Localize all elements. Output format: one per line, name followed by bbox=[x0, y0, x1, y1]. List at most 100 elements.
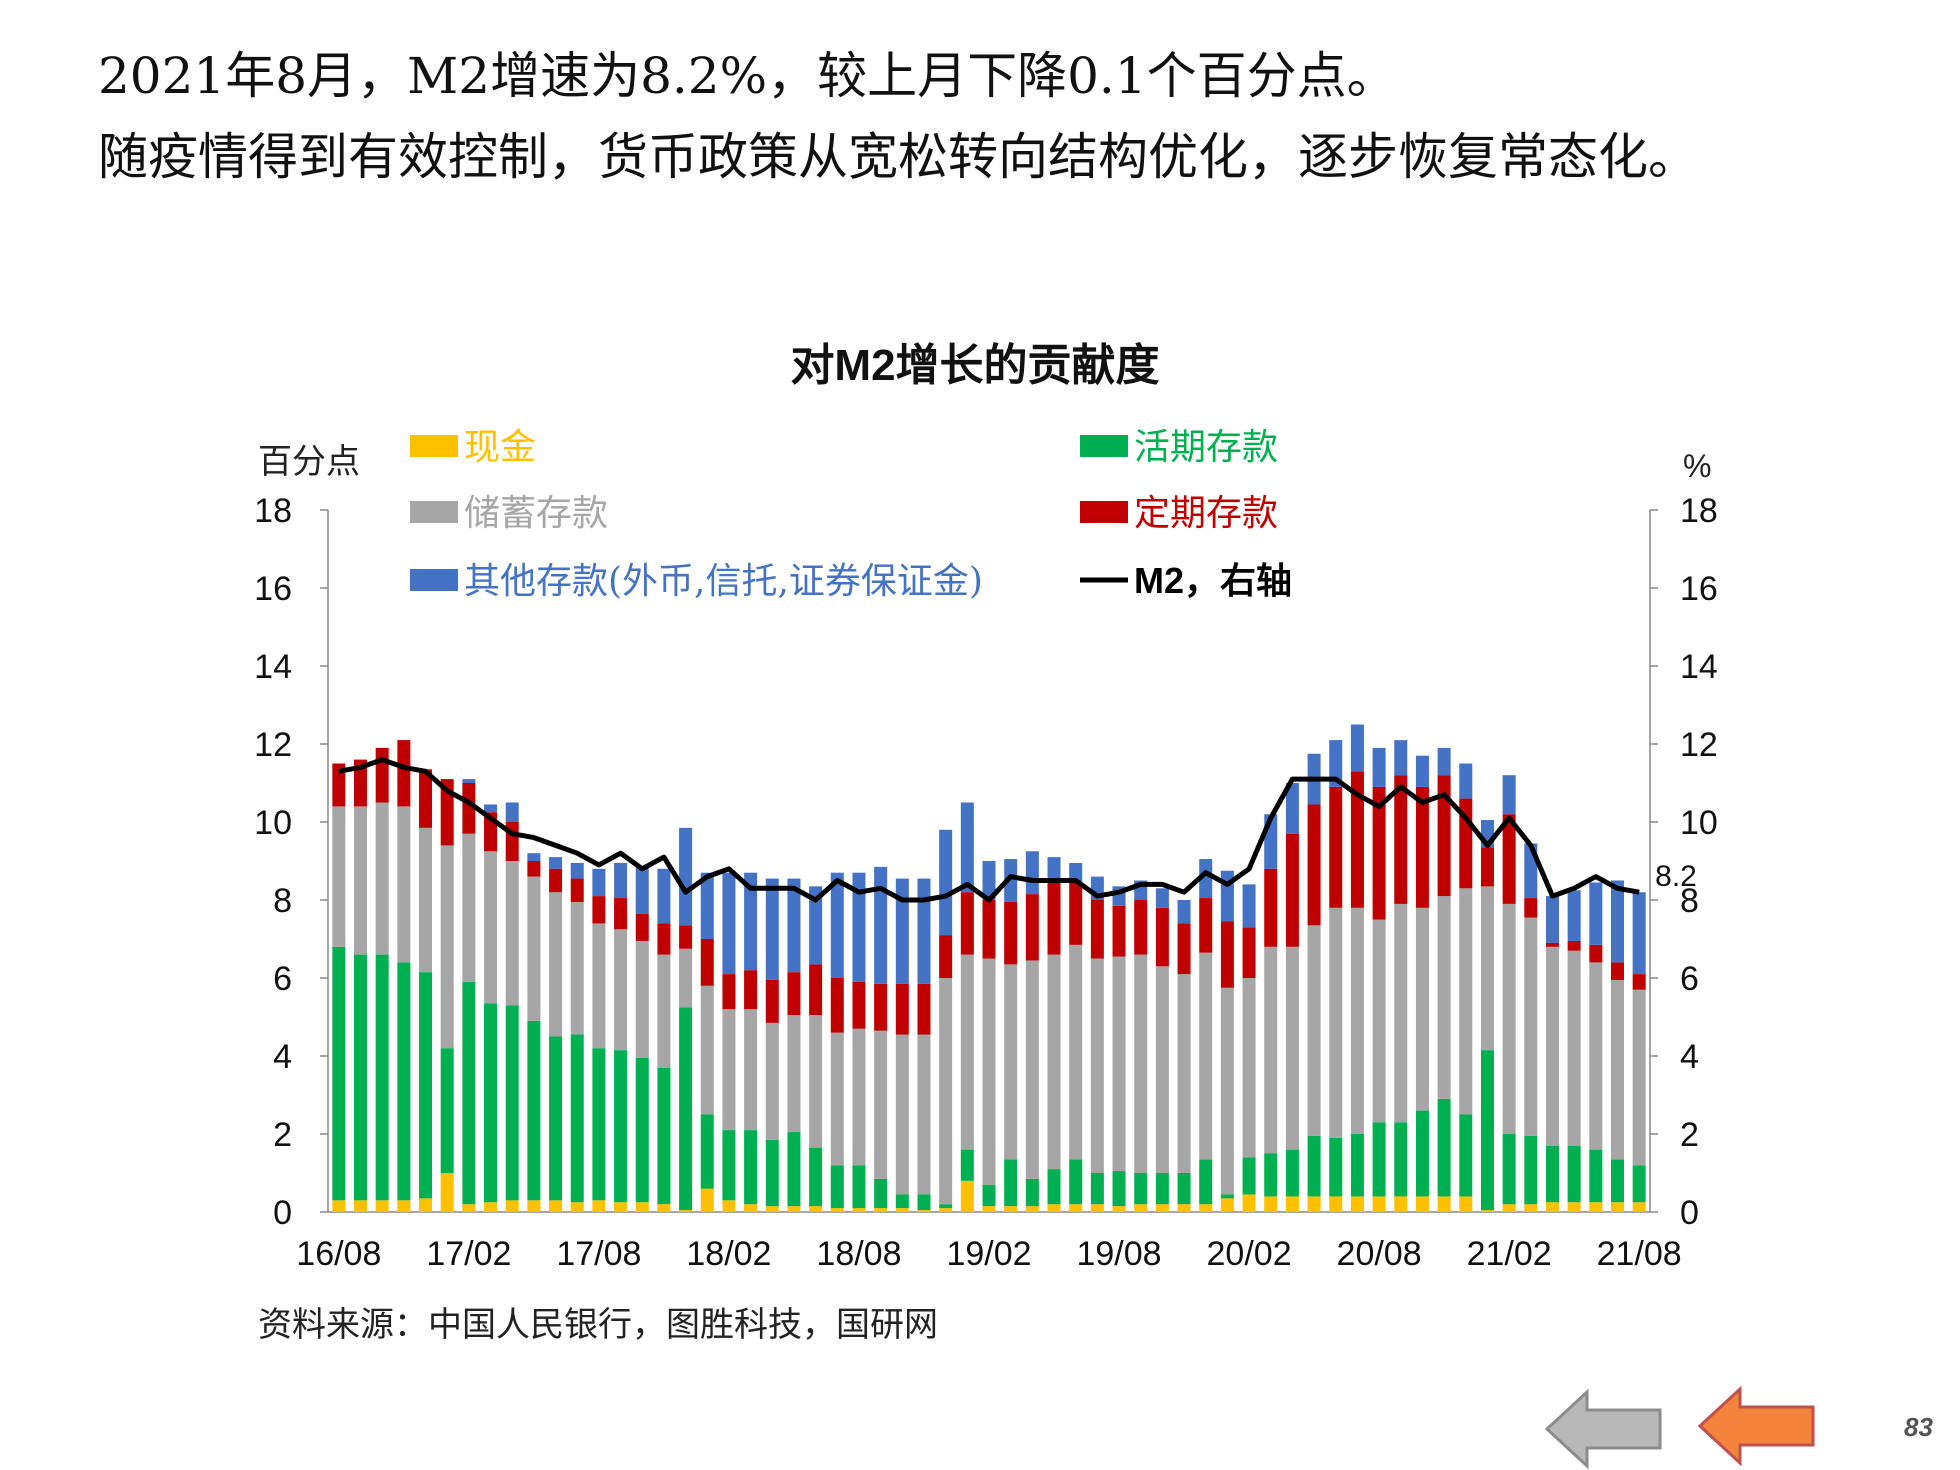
bar-segment bbox=[874, 983, 888, 1031]
bar-segment bbox=[332, 806, 346, 947]
bar-segment bbox=[1545, 942, 1559, 947]
legend-label: 其他存款(外币,信托,证券保证金) bbox=[464, 561, 983, 602]
bar-segment bbox=[1545, 1145, 1559, 1203]
bar-segment bbox=[1177, 923, 1191, 975]
legend-label: M2，右轴 bbox=[1134, 560, 1292, 601]
y-tick-label-right: 18 bbox=[1680, 492, 1718, 530]
bar-segment bbox=[809, 1015, 823, 1148]
y-tick-label-right: 4 bbox=[1680, 1038, 1699, 1076]
bar-segment bbox=[1437, 896, 1451, 1099]
bar-segment bbox=[1502, 903, 1516, 1134]
bar-segment bbox=[1329, 1196, 1343, 1212]
bar-segment bbox=[939, 935, 953, 978]
y-tick-label-right: 8 bbox=[1680, 882, 1699, 920]
bar-segment bbox=[1155, 888, 1169, 908]
bar-segment bbox=[722, 1009, 736, 1131]
bar-segment bbox=[614, 898, 628, 930]
x-tick-label: 20/08 bbox=[1337, 1235, 1422, 1273]
bar-segment bbox=[874, 1178, 888, 1209]
x-tick-label: 20/02 bbox=[1207, 1235, 1292, 1273]
bar-segment bbox=[722, 1200, 736, 1212]
bar-segment bbox=[657, 868, 671, 924]
bar-segment bbox=[960, 1149, 974, 1181]
bar-segment bbox=[462, 981, 476, 1205]
bar-segment bbox=[1545, 1202, 1559, 1212]
bar-segment bbox=[1069, 944, 1083, 1160]
legend-swatch bbox=[1080, 435, 1128, 457]
bar-segment bbox=[1047, 1204, 1061, 1212]
x-tick-label: 21/02 bbox=[1467, 1235, 1552, 1273]
x-tick-label: 19/08 bbox=[1076, 1235, 1161, 1273]
bar-segment bbox=[1177, 1204, 1191, 1212]
bar-segment bbox=[1632, 1202, 1646, 1212]
bar-segment bbox=[1155, 966, 1169, 1173]
bar-segment bbox=[614, 929, 628, 1051]
bar-segment bbox=[1047, 880, 1061, 955]
bar-segment bbox=[874, 1030, 888, 1179]
bar-segment bbox=[505, 861, 519, 1006]
back-arrow-icon[interactable] bbox=[1545, 1388, 1665, 1470]
y-tick-label-right: 6 bbox=[1680, 960, 1699, 998]
bar-segment bbox=[1415, 1110, 1429, 1197]
bar-segment bbox=[440, 845, 454, 1049]
bar-segment bbox=[527, 1020, 541, 1201]
bar-segment bbox=[1199, 898, 1213, 953]
bar-segment bbox=[765, 1206, 779, 1212]
bar-segment bbox=[1437, 775, 1451, 897]
y-tick-label-left: 4 bbox=[273, 1038, 292, 1076]
bar-segment bbox=[1610, 1159, 1624, 1203]
bar-segment bbox=[419, 769, 433, 828]
bar-segment bbox=[787, 1132, 801, 1207]
y-tick-label-right: 12 bbox=[1680, 726, 1718, 764]
bar-segment bbox=[1632, 1165, 1646, 1203]
bar-segment bbox=[419, 1198, 433, 1212]
bar-segment bbox=[1242, 1194, 1256, 1212]
bar-segment bbox=[527, 853, 541, 861]
bar-segment bbox=[830, 872, 844, 978]
bar-segment bbox=[1480, 1050, 1494, 1211]
bar-segment bbox=[549, 857, 563, 869]
bar-segment bbox=[939, 1208, 953, 1212]
y-tick-label-left: 10 bbox=[254, 804, 292, 842]
bar-segment bbox=[527, 876, 541, 1021]
bar-segment bbox=[592, 868, 606, 897]
x-tick-label: 17/02 bbox=[426, 1235, 511, 1273]
legend-label: 现金 bbox=[464, 427, 536, 468]
bar-segment bbox=[1242, 884, 1256, 928]
forward-arrow-icon[interactable] bbox=[1698, 1385, 1818, 1467]
bar-segment bbox=[700, 985, 714, 1115]
bar-segment bbox=[852, 1165, 866, 1209]
bar-segment bbox=[722, 974, 736, 1010]
bar-segment bbox=[1459, 888, 1473, 1115]
bar-segment bbox=[1155, 907, 1169, 967]
bar-segment bbox=[462, 783, 476, 834]
bar-segment bbox=[1437, 1098, 1451, 1197]
m2-line bbox=[338, 757, 1640, 903]
bar-segment bbox=[484, 851, 498, 1004]
bar-segment bbox=[1567, 940, 1581, 951]
bar-segment bbox=[1589, 882, 1603, 945]
bar-segment bbox=[505, 1005, 519, 1201]
bar-segment bbox=[1524, 1204, 1538, 1212]
bar-segment bbox=[1134, 1204, 1148, 1212]
bar-segment bbox=[895, 1208, 909, 1212]
y-tick-label-left: 6 bbox=[273, 960, 292, 998]
bar-segment bbox=[397, 962, 411, 1201]
bar-segment bbox=[1480, 886, 1494, 1051]
y-axis-left-label: 百分点 bbox=[258, 442, 360, 482]
bar-segment bbox=[1632, 989, 1646, 1166]
y-tick-label-left: 2 bbox=[273, 1116, 292, 1154]
bar-segment bbox=[852, 1208, 866, 1212]
bar-segment bbox=[917, 1034, 931, 1195]
bar-segment bbox=[830, 978, 844, 1033]
bar-segment bbox=[397, 1200, 411, 1212]
bar-segment bbox=[1220, 1194, 1234, 1199]
bar-segment bbox=[982, 900, 996, 959]
bar-segment bbox=[700, 1114, 714, 1189]
chart-title: 对M2增长的贡献度 bbox=[790, 341, 1159, 390]
bar-segment bbox=[1632, 974, 1646, 990]
bar-segment bbox=[1372, 747, 1386, 787]
bar-segment bbox=[1350, 724, 1364, 772]
bar-segment bbox=[809, 886, 823, 965]
